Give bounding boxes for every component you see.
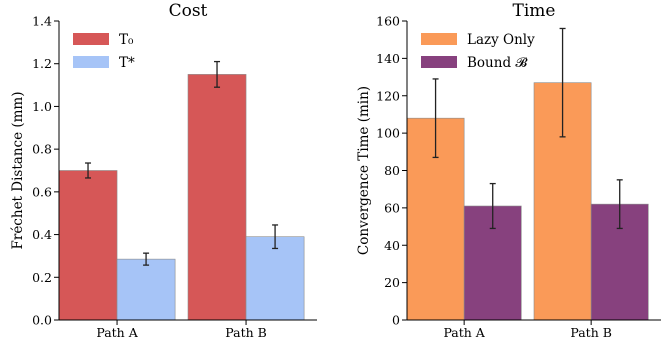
y-tick-label: 60 bbox=[384, 200, 400, 215]
y-tick-label: 20 bbox=[384, 275, 400, 290]
x-tick-label: Path A bbox=[443, 325, 485, 340]
legend: Lazy Only Bound 𝓑 bbox=[421, 32, 535, 71]
y-tick-label: 40 bbox=[384, 238, 400, 253]
x-tick-label: Path A bbox=[96, 325, 138, 340]
bar-t-path-a bbox=[58, 170, 118, 321]
y-tick-label: 0.4 bbox=[32, 227, 52, 242]
legend-label: Bound 𝓑 bbox=[467, 55, 528, 71]
chart-title: Cost bbox=[169, 1, 208, 21]
x-tick-label: Path B bbox=[225, 325, 267, 340]
chart-time: Time 0 20 40 60 80 100 120 140 160 Convergence Tim… bbox=[356, 1, 661, 340]
y-axis-label: Fréchet Distance (mm) bbox=[10, 92, 26, 250]
chart-cost: Cost 0.0 0.2 0.4 0.6 0.8 1.0 1.2 1.4 Fréchet Dist… bbox=[10, 1, 317, 340]
y-tick-label: 1.2 bbox=[32, 56, 52, 71]
y-tick-label: 160 bbox=[376, 14, 400, 29]
legend-swatch bbox=[73, 33, 109, 45]
bar-t-path-b bbox=[245, 236, 305, 321]
y-tick-label: 1.0 bbox=[32, 99, 52, 114]
y-tick-label: 1.4 bbox=[32, 14, 52, 29]
y-tick-label: 0.0 bbox=[32, 313, 52, 328]
y-tick-label: 0.2 bbox=[32, 270, 52, 285]
legend-label: T₀ bbox=[119, 32, 134, 48]
bar-t-path-b bbox=[187, 74, 247, 321]
y-tick-label: 120 bbox=[376, 88, 400, 103]
x-tick-label: Path B bbox=[570, 325, 612, 340]
legend-swatch bbox=[73, 56, 109, 68]
bar-t-path-a bbox=[116, 258, 176, 321]
y-tick-label: 100 bbox=[376, 126, 400, 141]
y-tick-label: 0.8 bbox=[32, 142, 52, 157]
legend-label: T* bbox=[119, 55, 135, 71]
legend: T₀ T* bbox=[73, 32, 135, 71]
legend-swatch bbox=[421, 56, 457, 68]
y-tick-label: 0 bbox=[392, 313, 400, 328]
legend-swatch bbox=[421, 33, 457, 45]
y-tick-label: 80 bbox=[384, 163, 400, 178]
chart-title: Time bbox=[513, 1, 556, 21]
y-tick-label: 140 bbox=[376, 51, 400, 66]
legend-label: Lazy Only bbox=[467, 32, 535, 48]
y-axis-label: Convergence Time (min) bbox=[356, 86, 372, 255]
y-tick-label: 0.6 bbox=[32, 184, 52, 199]
